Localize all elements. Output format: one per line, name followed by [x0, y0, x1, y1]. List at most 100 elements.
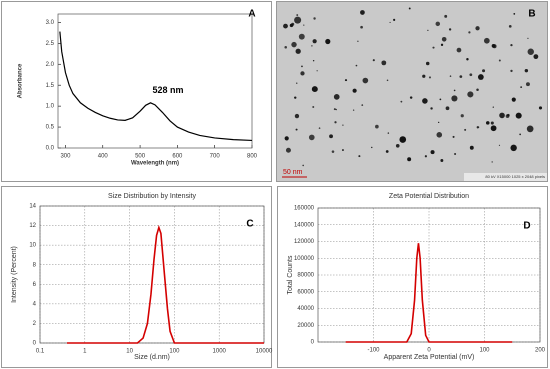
y-tick-label: 120000 [294, 239, 315, 245]
particle [430, 107, 433, 110]
y-tick-label: 10 [29, 243, 36, 249]
particle [498, 59, 501, 62]
particle [527, 37, 529, 39]
particle [448, 28, 452, 31]
particle [311, 45, 313, 47]
y-tick-label: 0.5 [46, 125, 55, 131]
particle [312, 59, 315, 62]
particle [408, 7, 411, 10]
particle [510, 69, 513, 73]
particle [468, 31, 471, 34]
particle [400, 100, 403, 103]
particle [422, 98, 428, 104]
particle [393, 18, 396, 21]
particle [360, 10, 365, 15]
x-axis-label: Wavelength (nm) [131, 161, 179, 167]
particle [300, 71, 305, 76]
particle [440, 159, 444, 162]
particle [358, 155, 361, 158]
x-tick-label: 500 [135, 154, 146, 160]
particle [360, 25, 363, 29]
x-tick-label: 10 [126, 349, 133, 355]
y-tick-label: 140000 [294, 222, 315, 228]
caption: 80 kV X15000 1025 x 2048 pixels [485, 174, 545, 179]
particle [312, 106, 315, 108]
particle [441, 36, 447, 42]
y-tick-label: 12 [29, 223, 36, 229]
particle [325, 38, 331, 45]
particle [318, 127, 321, 129]
particle [335, 108, 337, 111]
x-tick-label: 1000 [213, 349, 227, 355]
particle [298, 33, 305, 40]
particle [303, 24, 305, 26]
chart-title: Size Distribution by Intensity [108, 193, 196, 200]
particle [334, 121, 337, 124]
panel-frame [1, 186, 272, 368]
panel-letter: A [248, 9, 255, 20]
y-tick-label: 6 [33, 282, 37, 288]
particle [491, 161, 493, 163]
particle [520, 86, 523, 89]
x-tick-label: 100 [479, 348, 490, 354]
particle [453, 89, 456, 92]
particle [291, 22, 295, 26]
particle [467, 91, 474, 98]
x-tick-label: 300 [60, 154, 71, 160]
particle [357, 40, 359, 42]
particle [456, 47, 462, 53]
particle [490, 125, 497, 132]
particle [313, 17, 316, 20]
particle [505, 114, 510, 118]
particle [482, 69, 486, 73]
particle [525, 82, 530, 87]
particle [508, 24, 512, 28]
particle [424, 155, 427, 158]
y-axis-label: Intensity (Percent) [11, 246, 18, 303]
particle [519, 133, 521, 136]
panel-frame [276, 1, 548, 182]
data-line [66, 224, 264, 344]
y-tick-label: 0 [33, 341, 37, 347]
x-tick-label: 700 [210, 154, 221, 160]
particle [344, 79, 348, 82]
particle [399, 136, 407, 143]
particle [308, 134, 315, 141]
y-tick-label: 8 [33, 262, 37, 268]
particle [294, 96, 297, 99]
particle [445, 106, 450, 111]
panel-letter: B [528, 9, 535, 20]
particle [341, 149, 344, 151]
particle [294, 16, 302, 24]
particle [515, 112, 522, 119]
particle [407, 157, 412, 162]
particle [283, 23, 288, 29]
y-tick-label: 14 [29, 204, 36, 210]
panel-frame [1, 1, 272, 182]
particle [477, 74, 484, 80]
x-axis-label: Size (d.nm) [134, 354, 170, 361]
particle [329, 134, 333, 139]
x-axis-label: Apparent Zeta Potential (mV) [384, 354, 475, 361]
particle [538, 106, 543, 110]
particle [296, 14, 299, 16]
particle [524, 68, 529, 73]
panel-letter: D [523, 221, 530, 232]
particle [312, 39, 317, 44]
particle [302, 164, 304, 167]
particle [436, 132, 443, 138]
y-tick-label: 80000 [297, 273, 314, 279]
particle [372, 59, 375, 62]
particle [511, 97, 516, 102]
particle [375, 124, 379, 129]
particle [478, 126, 480, 128]
particle [498, 144, 501, 146]
particle [444, 14, 448, 18]
particle [469, 145, 474, 150]
particle [294, 113, 300, 119]
particle [432, 46, 435, 49]
y-tick-label: 0.0 [46, 146, 55, 152]
particle [291, 41, 297, 48]
